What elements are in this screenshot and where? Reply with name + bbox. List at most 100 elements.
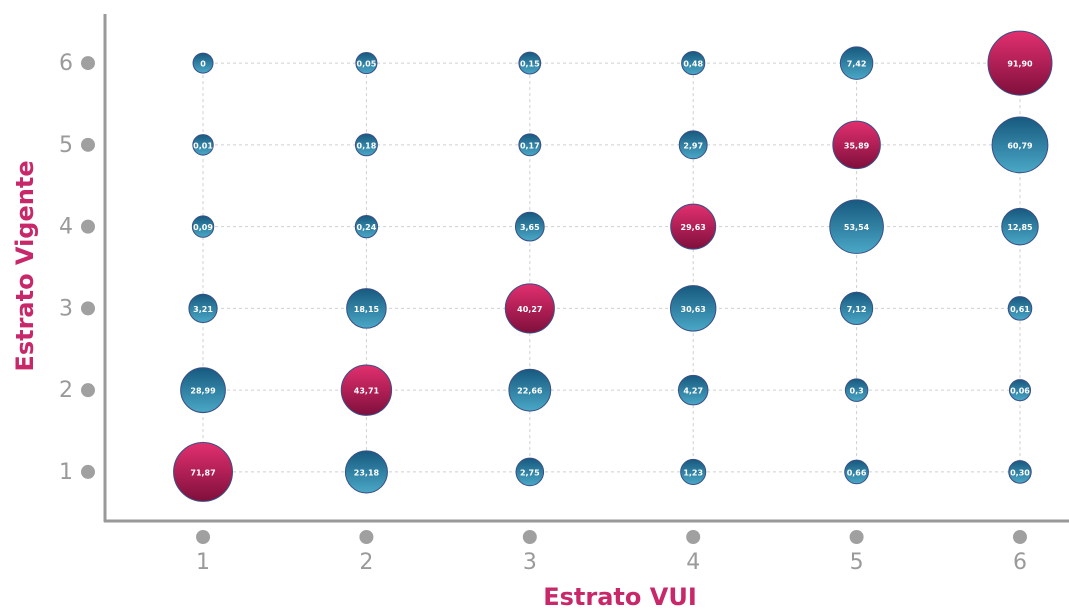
- bubble: [1001, 207, 1039, 246]
- bubble-label: 2,75: [520, 468, 540, 477]
- bubble-label: 0,05: [357, 60, 377, 69]
- bubble: [180, 367, 226, 414]
- y-tick-dot: [81, 464, 95, 479]
- bubble-label: 0,61: [1010, 305, 1030, 314]
- x-tick-label: 3: [523, 550, 537, 575]
- bubble: [844, 459, 869, 485]
- bubble: [508, 368, 552, 412]
- bubble-label: 7,42: [847, 60, 867, 69]
- x-tick-dot: [849, 530, 864, 544]
- y-tick-dot: [81, 301, 95, 316]
- bubble: [678, 130, 708, 160]
- bubble: [829, 199, 884, 254]
- bubble-label: 35,89: [844, 141, 870, 150]
- bubble-label: 3,21: [193, 305, 213, 314]
- bubble-label: 0,17: [520, 141, 540, 150]
- bubble: [346, 288, 387, 329]
- x-tick-label: 1: [196, 550, 210, 575]
- bubble: [354, 214, 379, 239]
- bubble: [680, 458, 707, 485]
- x-tick-dot: [1012, 530, 1027, 544]
- bubble: [518, 51, 542, 75]
- bubble-label: 12,85: [1007, 223, 1033, 232]
- x-tick-label: 5: [850, 550, 864, 575]
- bubble: [173, 441, 233, 502]
- bubble: [991, 116, 1049, 174]
- bubble: [192, 52, 214, 74]
- y-tick-dot: [81, 137, 95, 152]
- bubble: [681, 50, 706, 76]
- y-tick-label: 1: [59, 460, 73, 485]
- bubble: [1008, 460, 1032, 484]
- x-tick-dot: [196, 530, 211, 544]
- bubble: [344, 450, 388, 494]
- bubble-label: 0,06: [1010, 387, 1030, 396]
- y-tick-label: 6: [59, 51, 73, 76]
- bubble-label: 60,79: [1007, 141, 1033, 150]
- bubble-label: 43,71: [354, 387, 380, 396]
- bubble-label: 53,54: [844, 223, 870, 232]
- bubble: [839, 291, 874, 326]
- bubble: [515, 457, 545, 487]
- bubble: [670, 285, 717, 332]
- y-axis-title: Estrato Vigente: [11, 160, 39, 371]
- bubble-label: 30,63: [681, 305, 706, 314]
- bubble: [839, 46, 874, 80]
- bubble-label: 71,87: [190, 468, 215, 477]
- grid: [202, 62, 1021, 473]
- bubble: [1008, 379, 1032, 402]
- bubble-label: 0,01: [193, 141, 213, 150]
- bubble-label: 0,48: [683, 60, 703, 69]
- bubble-label: 0,3: [850, 387, 864, 396]
- bubble: [670, 203, 717, 250]
- y-tick-dot: [81, 219, 95, 234]
- bubble-label: 7,12: [847, 305, 867, 314]
- x-tick-dot: [522, 530, 537, 544]
- bubble: [677, 374, 709, 406]
- x-tick-label: 2: [359, 550, 373, 575]
- y-tick-label: 4: [59, 215, 73, 240]
- y-tick-label: 5: [59, 133, 73, 158]
- x-tick-label: 4: [686, 550, 700, 575]
- bubble-label: 0,30: [1010, 468, 1030, 477]
- bubble-label: 3,65: [520, 223, 540, 232]
- bubble-label: 40,27: [517, 305, 542, 314]
- y-tick-dot: [81, 56, 95, 71]
- bubble: [504, 283, 555, 334]
- bubble-label: 0: [200, 60, 206, 69]
- bubble: [354, 133, 378, 157]
- bubble: [987, 30, 1053, 96]
- x-tick-dot: [686, 530, 701, 544]
- bubble: [191, 215, 215, 238]
- bubble-label: 0,09: [193, 223, 213, 232]
- bubble: [1007, 296, 1033, 321]
- bubble: [355, 52, 378, 75]
- bubble-label: 22,66: [517, 387, 543, 396]
- bubble-label: 4,27: [683, 387, 703, 396]
- bubble-label: 0,18: [357, 141, 377, 150]
- bubble-label: 91,90: [1007, 60, 1033, 69]
- bubble: [832, 120, 881, 170]
- bubble: [844, 378, 869, 402]
- bubble-label: 1,23: [683, 468, 703, 477]
- bubble-label: 29,63: [681, 223, 706, 232]
- bubble: [518, 133, 542, 157]
- x-axis-title: Estrato VUI: [543, 583, 697, 611]
- y-tick-label: 2: [59, 378, 73, 403]
- bubble: [514, 211, 545, 242]
- bubble: [192, 134, 214, 156]
- y-tick-dot: [81, 383, 95, 398]
- bubble: [188, 293, 218, 323]
- bubble-label: 28,99: [190, 387, 216, 396]
- bubble-label: 23,18: [354, 468, 380, 477]
- bubble-label: 0,66: [847, 468, 867, 477]
- y-tick-label: 3: [59, 296, 73, 321]
- bubble: [340, 364, 393, 416]
- bubble-label: 0,24: [357, 223, 377, 232]
- bubble-label: 2,97: [683, 141, 703, 150]
- x-tick-dot: [359, 530, 374, 544]
- bubble-label: 18,15: [354, 305, 380, 314]
- x-tick-label: 6: [1013, 550, 1027, 575]
- bubble-label: 0,15: [520, 60, 540, 69]
